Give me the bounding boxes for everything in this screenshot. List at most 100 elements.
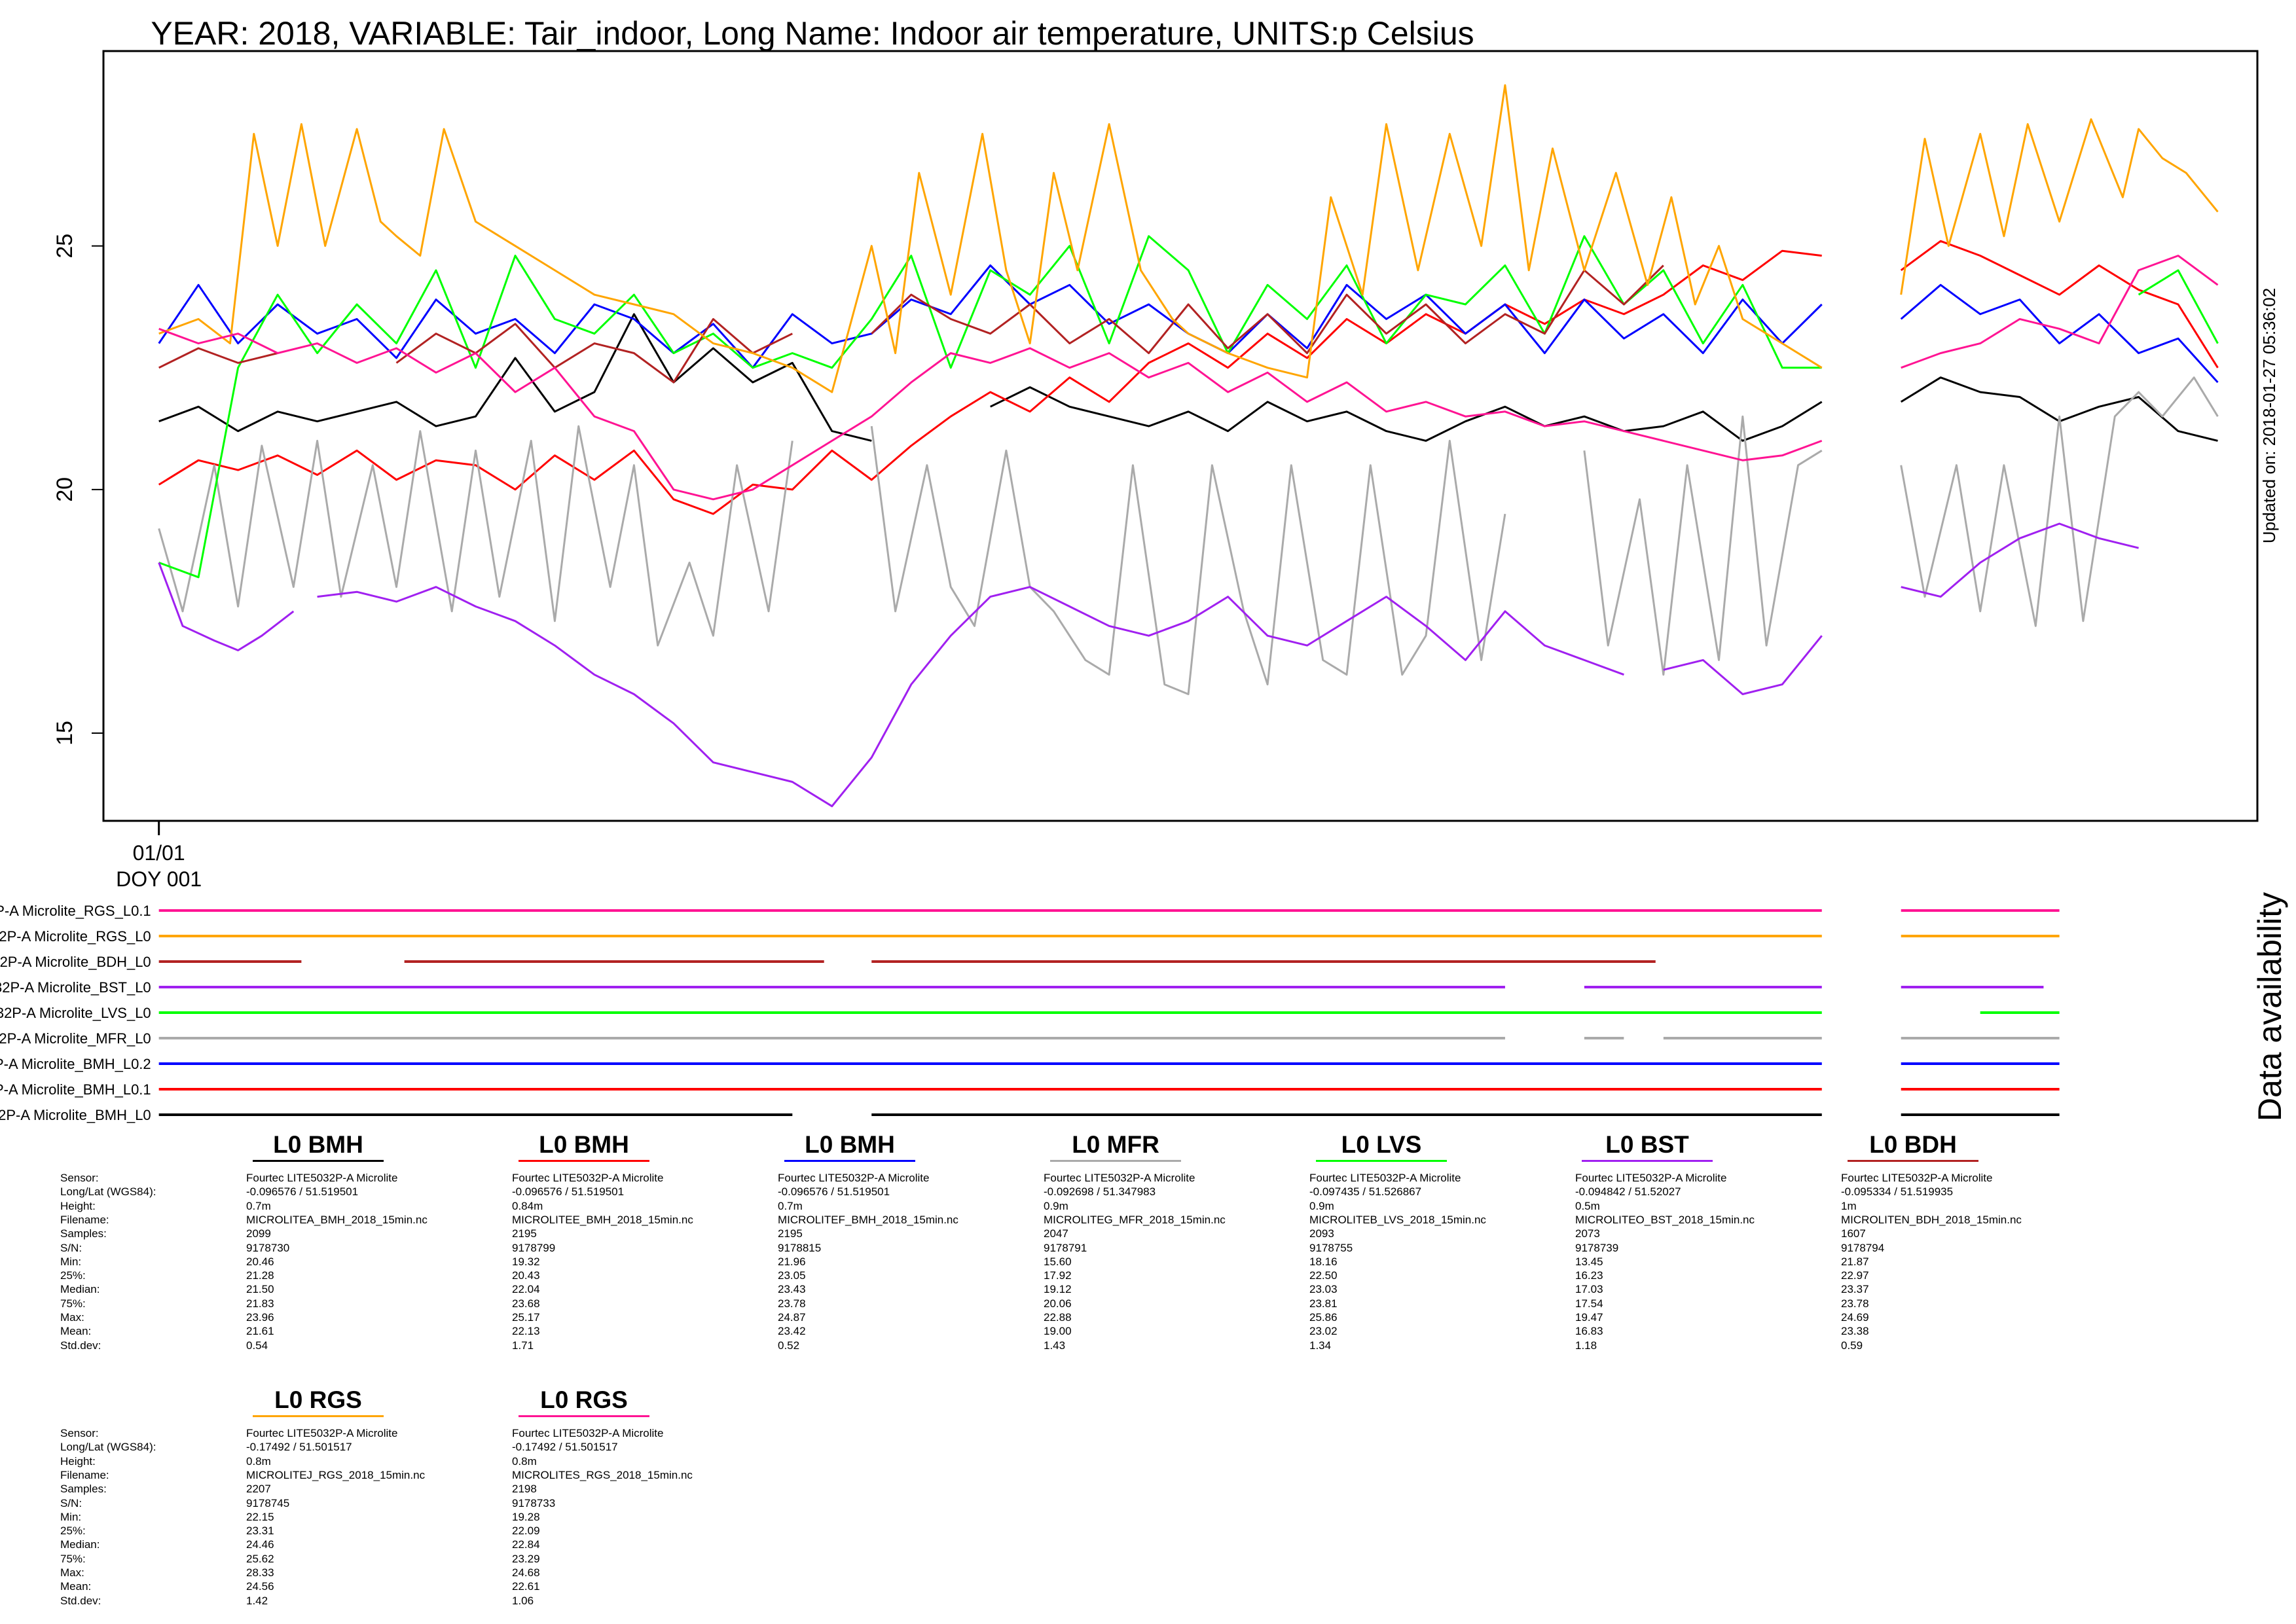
availability-row-label: LITE5032P-A Microlite_BMH_L0 — [0, 1107, 151, 1123]
panel-stat-value: 22.50 — [1309, 1269, 1338, 1282]
panel-stat-value: 19.28 — [512, 1510, 540, 1523]
panel-stat-value: Fourtec LITE5032P-A Microlite — [1044, 1172, 1195, 1184]
availability-row-label: LITE5032P-A Microlite_LVS_L0 — [0, 1005, 151, 1021]
panel-stat-value: 9178739 — [1575, 1241, 1619, 1254]
stat-row-label: Long/Lat (WGS84): — [60, 1185, 156, 1199]
panel-stat-value: 17.54 — [1575, 1297, 1603, 1310]
chart-title: YEAR: 2018, VARIABLE: Tair_indoor, Long … — [151, 15, 1474, 52]
panel-stat-value: -0.094842 / 51.52027 — [1575, 1185, 1681, 1199]
panel-stat-value: 1607 — [1841, 1227, 1866, 1240]
panel-stat-value: 2099 — [246, 1227, 271, 1240]
panel-stat-value: 2195 — [778, 1227, 803, 1240]
stat-row-label: Std.dev: — [60, 1339, 101, 1352]
panel-stat-value: 24.87 — [778, 1311, 806, 1324]
panel-stat-value: MICROLITES_RGS_2018_15min.nc — [512, 1468, 693, 1481]
panel-stat-value: 23.37 — [1841, 1283, 1869, 1296]
panel-stat-value: -0.17492 / 51.501517 — [246, 1441, 352, 1454]
panel-color-swatch — [1050, 1160, 1181, 1162]
stat-row-label: Sensor: — [60, 1427, 99, 1439]
panel-stat-value: Fourtec LITE5032P-A Microlite — [1841, 1172, 1993, 1184]
panel-stat-value: 9178755 — [1309, 1241, 1353, 1254]
panel-stat-value: 18.16 — [1309, 1255, 1338, 1268]
panel-stat-value: 17.03 — [1575, 1283, 1603, 1296]
panel-stat-value: 23.02 — [1309, 1325, 1338, 1338]
panel-stat-value: 28.33 — [246, 1566, 274, 1579]
panel-stat-value: MICROLITEE_BMH_2018_15min.nc — [512, 1213, 693, 1226]
stat-row-label: Sensor: — [60, 1172, 99, 1184]
panel-stat-value: 1.06 — [512, 1594, 534, 1607]
panel-stat-value: Fourtec LITE5032P-A Microlite — [1575, 1172, 1727, 1184]
panel-stat-value: 1.18 — [1575, 1339, 1597, 1352]
panel-stat-value: 20.06 — [1044, 1297, 1072, 1310]
panel-title: L0 MFR — [1072, 1131, 1159, 1158]
panel-title: L0 BMH — [273, 1131, 363, 1158]
stat-row-label: Height: — [60, 1454, 96, 1468]
panel-stat-value: 21.83 — [246, 1297, 274, 1310]
panel-stat-value: 25.62 — [246, 1552, 274, 1565]
panel-stat-value: 23.29 — [512, 1552, 540, 1565]
panel-title: L0 BST — [1605, 1131, 1689, 1158]
panel-color-swatch — [1848, 1160, 1978, 1162]
stat-row-label: Samples: — [60, 1483, 107, 1496]
panel-stat-value: MICROLITEJ_RGS_2018_15min.nc — [246, 1468, 426, 1481]
panel-stat-value: 0.84m — [512, 1199, 543, 1212]
plot-frame — [102, 50, 2259, 822]
stat-row-label: Mean: — [60, 1325, 92, 1338]
stat-row-label: S/N: — [60, 1496, 82, 1509]
series-line — [158, 235, 2219, 579]
panel-stat-value: 22.04 — [512, 1283, 540, 1296]
panel-stat-value: 23.78 — [778, 1297, 806, 1310]
panel-stat-value: 0.8m — [512, 1454, 537, 1468]
panel-stat-value: 25.17 — [512, 1311, 540, 1324]
panel-stat-value: -0.096576 / 51.519501 — [246, 1185, 359, 1199]
panel-stat-value: 2195 — [512, 1227, 537, 1240]
panel-color-swatch — [519, 1415, 649, 1417]
panel-stat-value: 23.03 — [1309, 1283, 1338, 1296]
panel-stat-value: 19.12 — [1044, 1283, 1072, 1296]
panel-stat-value: 19.32 — [512, 1255, 540, 1268]
panel-stat-value: 0.9m — [1044, 1199, 1068, 1212]
stat-row-label: Min: — [60, 1510, 82, 1523]
panel-stat-value: 16.23 — [1575, 1269, 1603, 1282]
stat-row-label: Samples: — [60, 1227, 107, 1240]
stat-row-label: Std.dev: — [60, 1594, 101, 1607]
panel-stat-value: 13.45 — [1575, 1255, 1603, 1268]
panel-stat-value: 23.42 — [778, 1325, 806, 1338]
panel-stat-value: 9178799 — [512, 1241, 556, 1254]
panel-title: L0 LVS — [1341, 1131, 1422, 1158]
availability-chart: LITE5032P-A Microlite_RGS_L0.1 LITE5032P-… — [0, 903, 2060, 1123]
stats-panel: L0 RGS — [246, 1386, 495, 1417]
panel-stat-value: 9178794 — [1841, 1241, 1885, 1254]
y-tick-label: 20 — [52, 477, 77, 502]
panel-stat-value: Fourtec LITE5032P-A Microlite — [778, 1172, 930, 1184]
panel-stat-value: -0.097435 / 51.526867 — [1309, 1185, 1422, 1199]
panel-color-swatch — [253, 1415, 384, 1417]
panel-stat-value: 23.31 — [246, 1525, 274, 1538]
stat-row-label: Height: — [60, 1199, 96, 1212]
series-line — [158, 84, 2219, 393]
panel-stat-value: -0.096576 / 51.519501 — [512, 1185, 625, 1199]
panel-stat-value: 21.96 — [778, 1255, 806, 1268]
panel-stat-value: 0.7m — [246, 1199, 271, 1212]
series-line — [158, 522, 2139, 808]
availability-row-label: LITE5032P-A Microlite_BMH_L0.1 — [0, 1081, 151, 1098]
stat-row-label: Mean: — [60, 1580, 92, 1593]
y-tick-label: 25 — [52, 234, 77, 259]
panel-stat-value: 20.43 — [512, 1269, 540, 1282]
panel-stat-value: 25.86 — [1309, 1311, 1338, 1324]
panel-stat-value: -0.096576 / 51.519501 — [778, 1185, 890, 1199]
availability-row-label: LITE5032P-A Microlite_BST_L0 — [0, 979, 151, 996]
panel-stat-value: -0.095334 / 51.519935 — [1841, 1185, 1954, 1199]
panel-stat-value: 22.88 — [1044, 1311, 1072, 1324]
panel-stat-value: 1m — [1841, 1199, 1857, 1212]
availability-row-label: LITE5032P-A Microlite_RGS_L0.1 — [0, 903, 151, 919]
stats-panel: L0 BST — [1575, 1131, 1824, 1162]
panel-stat-value: -0.092698 / 51.347983 — [1044, 1185, 1156, 1199]
stat-row-label: 75%: — [60, 1552, 86, 1565]
panel-stat-value: 24.68 — [512, 1566, 540, 1579]
stat-row-label: Max: — [60, 1566, 84, 1579]
panel-stat-value: 21.50 — [246, 1283, 274, 1296]
panel-stat-value: 19.00 — [1044, 1325, 1072, 1338]
series-layer — [158, 84, 2219, 808]
panel-stat-value: 1.71 — [512, 1339, 534, 1352]
